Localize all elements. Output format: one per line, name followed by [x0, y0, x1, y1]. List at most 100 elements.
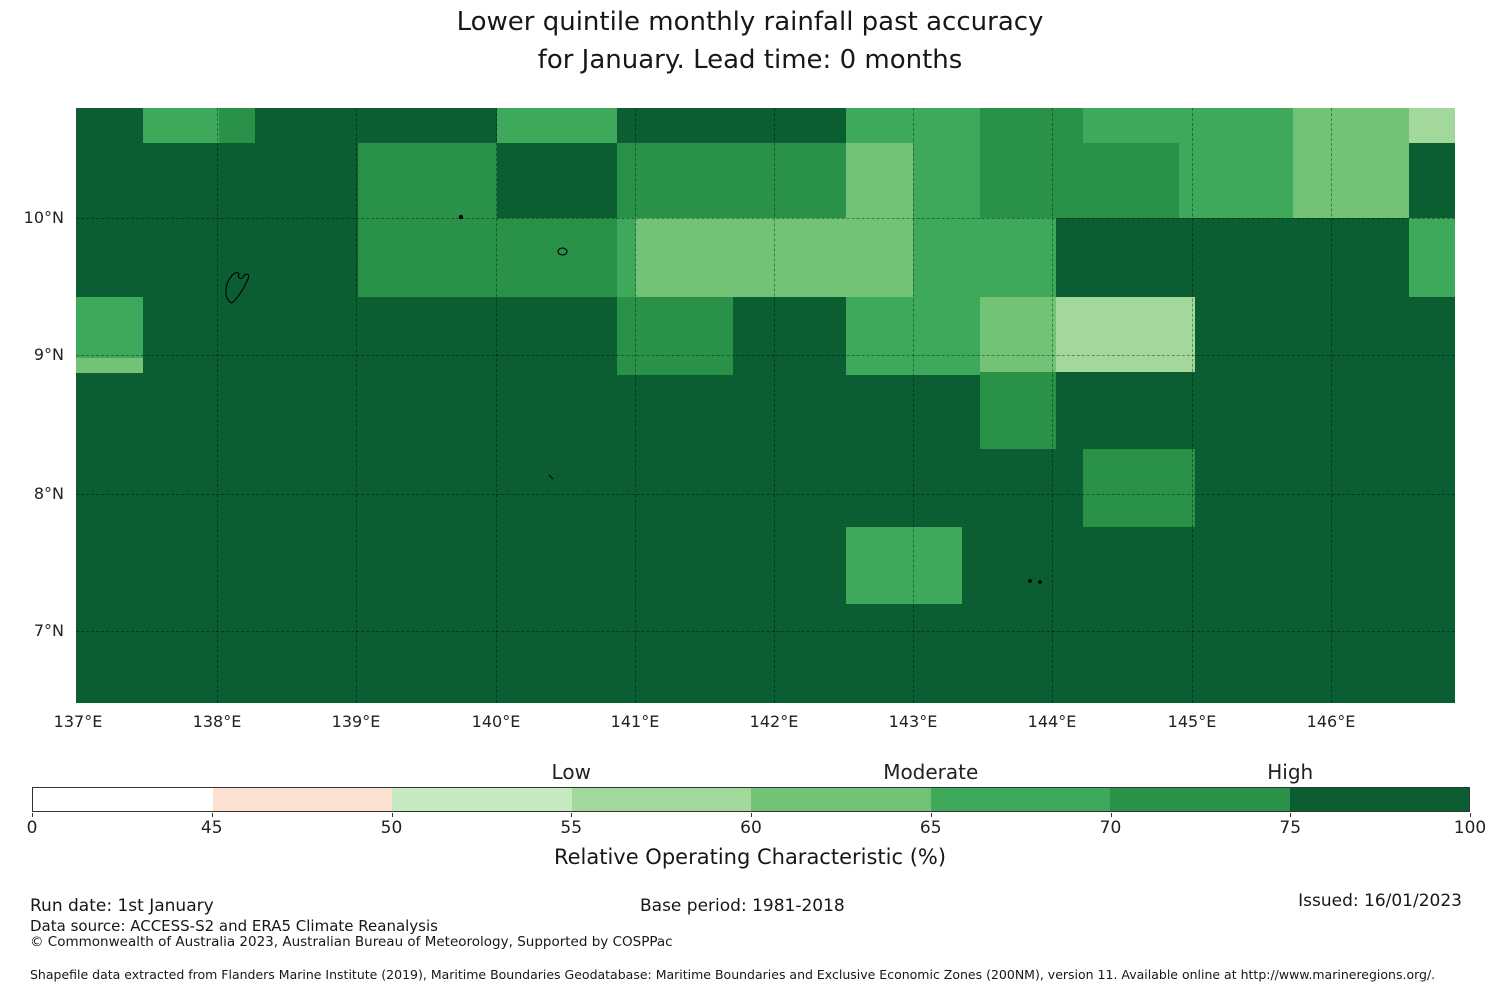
colorbar-tick-mark	[751, 813, 752, 817]
gridline-vertical	[1192, 108, 1193, 703]
gridline-vertical	[913, 108, 914, 703]
heatmap-cell	[76, 358, 143, 373]
colorbar-segment-65-70	[930, 788, 1110, 811]
island-mark	[458, 214, 464, 220]
heatmap-cell	[1293, 108, 1409, 218]
x-tick-label: 138°E	[192, 712, 242, 731]
colorbar-segment-50-55	[392, 788, 572, 811]
colorbar-tick-label: 45	[200, 818, 223, 838]
chart-title: Lower quintile monthly rainfall past acc…	[0, 3, 1500, 79]
heatmap-cell	[617, 297, 733, 375]
colorbar-segment-70-75	[1110, 788, 1290, 811]
gridline-vertical	[216, 108, 218, 703]
heatmap-cell	[980, 297, 1056, 372]
colorbar-tick-label: 0	[26, 818, 38, 838]
heatmap-cell	[846, 297, 980, 375]
colorbar-tick-mark	[32, 813, 33, 817]
gridline-horizontal	[76, 218, 1455, 219]
colorbar-tick-mark	[571, 813, 573, 817]
heatmap-cell	[846, 527, 962, 604]
island-mark	[1038, 580, 1042, 584]
colorbar-segment-75-100	[1289, 788, 1469, 811]
colorbar-segment-45-50	[212, 788, 392, 811]
x-tick-label: 140°E	[471, 712, 521, 731]
colorbar-segment-0-45	[33, 788, 213, 811]
colorbar-tick-mark	[211, 813, 213, 817]
heatmap-cell	[219, 108, 255, 143]
colorbar-tick-mark	[1290, 813, 1292, 817]
y-tick-label: 10°N	[23, 208, 64, 227]
gridline-vertical	[356, 108, 357, 703]
x-tick-label: 141°E	[610, 712, 660, 731]
colorbar-tick-mark	[930, 813, 932, 817]
colorbar-tick-label: 50	[380, 818, 403, 838]
gridline-vertical	[774, 108, 775, 703]
x-tick-label: 137°E	[53, 712, 103, 731]
colorbar-tick-label: 65	[919, 818, 942, 838]
gridline-horizontal	[76, 355, 1455, 356]
y-tick-label: 7°N	[33, 621, 64, 640]
heatmap-cell	[1083, 143, 1179, 218]
heatmap-cell	[497, 218, 617, 297]
colorbar-title: Relative Operating Characteristic (%)	[553, 845, 947, 869]
heatmap-cell	[617, 218, 636, 297]
footer-issued-date: Issued: 16/01/2023	[1298, 891, 1462, 911]
island-mark	[225, 272, 250, 304]
heatmap-cell	[980, 372, 1056, 449]
colorbar	[32, 787, 1470, 812]
gridline-horizontal	[76, 631, 1455, 632]
heatmap-cell	[497, 108, 617, 143]
island-mark	[548, 474, 554, 480]
heatmap-cell	[76, 297, 143, 358]
island-mark	[557, 247, 568, 256]
footer-copyright: © Commonwealth of Australia 2023, Austra…	[30, 934, 673, 950]
x-tick-label: 146°E	[1306, 712, 1356, 731]
map-plot-area	[76, 108, 1455, 703]
heatmap-cell	[1179, 108, 1293, 218]
heatmap-cell	[1409, 218, 1455, 297]
colorbar-segment-55-60	[571, 788, 751, 811]
colorbar-band-label: Moderate	[883, 760, 979, 784]
gridline-vertical	[635, 108, 636, 703]
heatmap-cell	[1083, 449, 1195, 527]
island-mark	[1028, 579, 1032, 583]
heatmap-cell	[913, 218, 1056, 297]
gridline-vertical	[496, 108, 497, 703]
colorbar-tick-mark	[1470, 813, 1471, 817]
footer-data-source: Data source: ACCESS-S2 and ERA5 Climate …	[30, 917, 438, 935]
colorbar-segment-60-65	[751, 788, 931, 811]
heatmap-cell	[846, 108, 980, 143]
colorbar-tick-label: 55	[560, 818, 583, 838]
heatmap-cell	[142, 108, 219, 143]
heatmap-cell	[913, 143, 980, 218]
heatmap-cell	[617, 143, 846, 218]
x-tick-label: 143°E	[888, 712, 938, 731]
heatmap-cell	[636, 218, 913, 297]
chart-title-line2: for January. Lead time: 0 months	[537, 45, 963, 75]
x-tick-label: 139°E	[331, 712, 381, 731]
gridline-horizontal	[76, 494, 1455, 495]
y-tick-label: 8°N	[33, 484, 64, 503]
footer-base-period: Base period: 1981-2018	[640, 896, 845, 916]
colorbar-band-label: High	[1267, 760, 1314, 784]
colorbar-tick-label: 60	[740, 818, 762, 838]
heatmap-cell	[1409, 108, 1455, 143]
heatmap-cell	[1083, 108, 1179, 143]
island-outlines	[225, 214, 1042, 584]
colorbar-band-label: Low	[551, 760, 591, 784]
footer-run-date: Run date: 1st January	[30, 896, 214, 916]
colorbar-tick-label: 75	[1279, 818, 1302, 838]
x-tick-label: 142°E	[749, 712, 799, 731]
heatmap-cell	[357, 143, 497, 297]
colorbar-tick-mark	[1110, 813, 1112, 817]
footer-shapefile-attribution: Shapefile data extracted from Flanders M…	[30, 967, 1436, 982]
heatmap-cell	[1055, 297, 1195, 372]
colorbar-tick-mark	[391, 813, 393, 817]
chart-title-line1: Lower quintile monthly rainfall past acc…	[456, 7, 1044, 37]
colorbar-tick-label: 70	[1099, 818, 1122, 838]
colorbar-tick-label: 100	[1453, 818, 1487, 838]
heatmap-cell	[846, 143, 913, 218]
gridline-vertical	[1052, 108, 1053, 703]
x-tick-label: 144°E	[1027, 712, 1077, 731]
